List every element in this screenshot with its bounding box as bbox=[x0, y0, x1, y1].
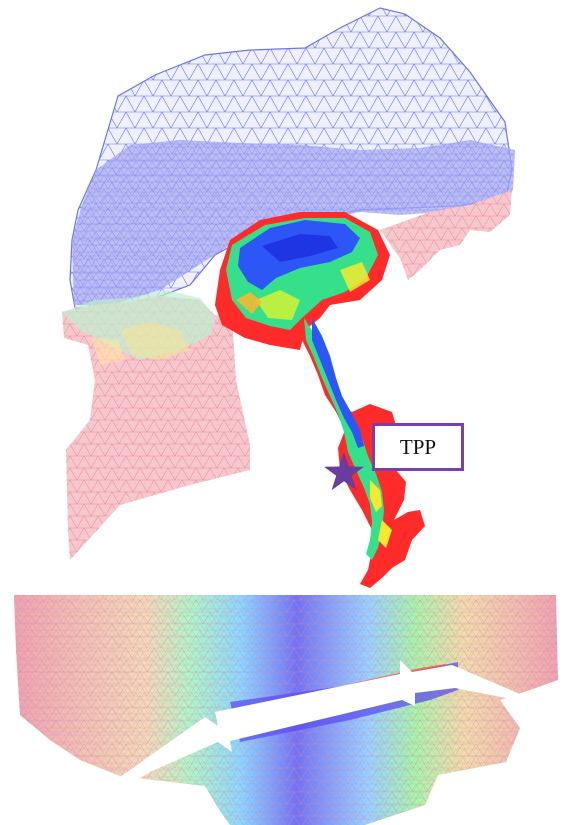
tpp-label: TPP bbox=[372, 423, 464, 471]
bottom-mesh-panel bbox=[14, 595, 558, 825]
power-plant-star-marker bbox=[324, 452, 364, 491]
river-channel-green bbox=[304, 318, 384, 560]
top-mesh-panel bbox=[62, 7, 515, 588]
barrier-structure bbox=[120, 660, 520, 790]
river-channel-blue bbox=[312, 318, 364, 448]
